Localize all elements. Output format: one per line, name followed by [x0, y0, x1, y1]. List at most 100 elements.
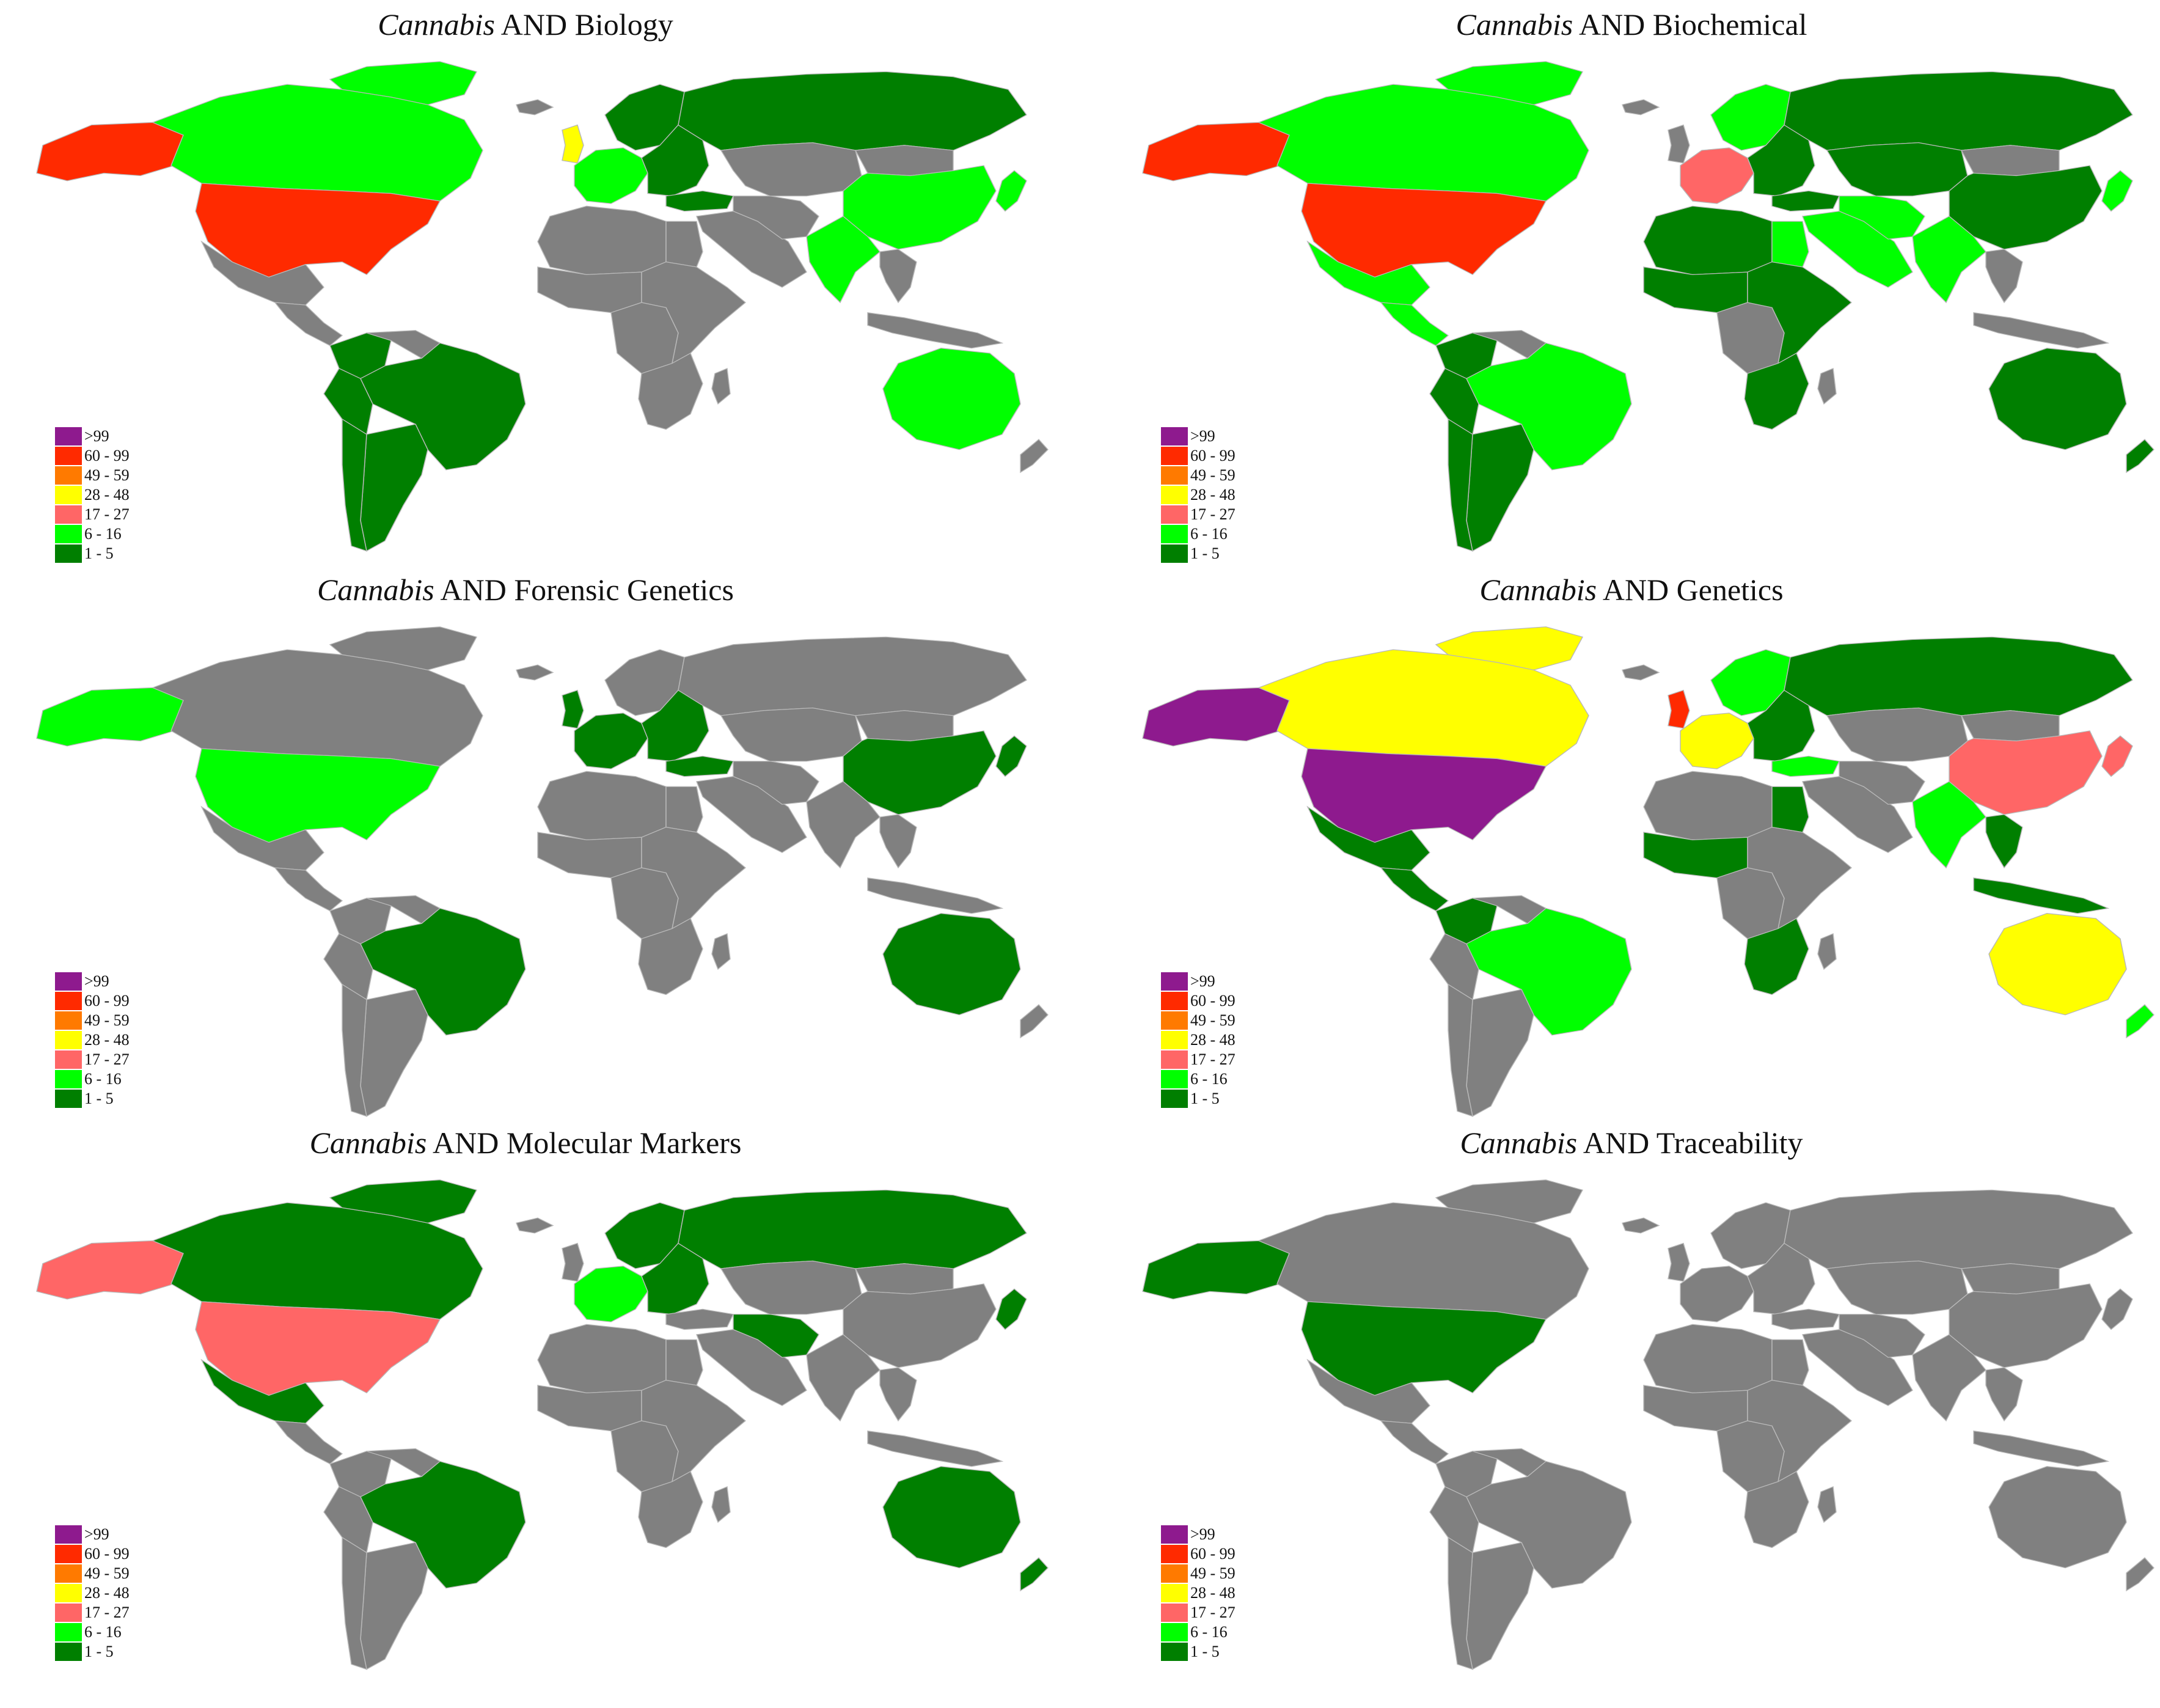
region-alaska	[1142, 1240, 1290, 1300]
region-alaska	[1142, 687, 1290, 747]
region-mexico	[200, 805, 324, 871]
region-eastern-europe	[641, 124, 709, 197]
region-canada	[152, 84, 483, 202]
legend-label: 49 - 59	[1190, 1011, 1236, 1029]
legend-label: 1 - 5	[1190, 544, 1220, 562]
legend-swatch	[1161, 1050, 1188, 1069]
legend-swatch	[1161, 486, 1188, 504]
title-genus: Cannabis	[1455, 7, 1573, 42]
region-japan	[2101, 735, 2133, 777]
region-canada	[152, 649, 483, 767]
map-panel: Cannabis AND Molecular Markers >99 60 - 99…	[0, 1124, 1051, 1674]
legend-label: 60 - 99	[1190, 447, 1236, 464]
title-topic: AND Traceability	[1577, 1126, 1803, 1160]
region-central-america	[1380, 867, 1449, 912]
legend-item: 6 - 16	[1161, 1069, 1236, 1089]
region-south-africa	[1744, 1471, 1809, 1549]
title-genus: Cannabis	[1479, 573, 1597, 607]
region-alaska	[36, 1240, 184, 1300]
legend-item: >99	[1161, 972, 1236, 991]
legend-label: 60 - 99	[84, 1545, 130, 1563]
region-chile	[342, 418, 367, 552]
legend-swatch	[1161, 1584, 1188, 1602]
world-map	[36, 61, 1049, 552]
region-central-africa	[610, 1420, 679, 1492]
legend-label: 60 - 99	[84, 447, 130, 464]
region-argentina	[360, 423, 428, 552]
title-genus: Cannabis	[309, 1126, 427, 1160]
region-australia	[1988, 913, 2127, 1016]
region-india	[806, 216, 880, 304]
legend-label: 17 - 27	[84, 1604, 130, 1621]
panel-title: Cannabis AND Biochemical	[1106, 6, 2157, 43]
region-central-asia	[1826, 1260, 1968, 1315]
world-map	[1142, 626, 2155, 1117]
region-central-america	[1380, 302, 1449, 346]
region-japan	[2101, 170, 2133, 212]
legend-swatch	[55, 466, 82, 485]
legend-swatch	[55, 1525, 82, 1544]
region-mexico	[200, 240, 324, 306]
legend-item: 17 - 27	[55, 1603, 130, 1622]
region-north-africa	[1643, 205, 1773, 275]
region-canada	[1258, 649, 1589, 767]
region-western-europe	[1680, 713, 1754, 769]
region-chile	[1448, 418, 1473, 552]
region-usa	[1301, 183, 1547, 278]
legend-swatch	[55, 447, 82, 465]
legend-item: 1 - 5	[1161, 1089, 1236, 1109]
region-north-africa	[537, 205, 667, 275]
legend-swatch	[1161, 505, 1188, 524]
legend-label: >99	[1190, 427, 1215, 445]
region-brazil	[1466, 342, 1632, 471]
legend-swatch	[1161, 427, 1188, 445]
region-russia	[1784, 1189, 2134, 1269]
legend: >99 60 - 99 49 - 59 28 - 48 17 - 27 6 - 16 1 -…	[55, 972, 130, 1109]
region-mongolia	[1960, 1263, 2060, 1295]
region-se-asia	[1985, 1367, 2023, 1422]
legend-swatch	[55, 1050, 82, 1069]
title-topic: AND Biochemical	[1573, 7, 1807, 42]
region-japan	[995, 735, 1027, 777]
region-usa	[195, 1301, 441, 1396]
panel-title: Cannabis AND Forensic Genetics	[0, 571, 1051, 608]
region-greenland	[329, 61, 478, 105]
legend-swatch	[1161, 1031, 1188, 1049]
legend-swatch	[55, 505, 82, 524]
region-north-africa	[1643, 1324, 1773, 1393]
region-argentina	[360, 1542, 428, 1670]
region-greenland	[329, 1179, 478, 1223]
region-se-asia	[879, 249, 917, 304]
region-mongolia	[1960, 710, 2060, 742]
legend-item: 28 - 48	[55, 1030, 130, 1050]
region-india	[806, 781, 880, 869]
region-canada	[1258, 1202, 1589, 1320]
legend-swatch	[1161, 972, 1188, 991]
title-genus: Cannabis	[1460, 1126, 1578, 1160]
region-western-europe	[574, 1266, 648, 1322]
region-turkey	[665, 190, 734, 212]
region-mongolia	[1960, 145, 2060, 177]
region-chile	[342, 1536, 367, 1670]
legend-label: 6 - 16	[1190, 525, 1228, 543]
region-iceland	[516, 664, 554, 681]
region-argentina	[360, 989, 428, 1117]
region-uk	[1668, 1242, 1690, 1282]
region-western-europe	[574, 147, 648, 204]
legend-swatch	[1161, 447, 1188, 465]
legend-item: 49 - 59	[55, 1564, 130, 1583]
legend-label: 1 - 5	[1190, 1090, 1220, 1107]
legend-swatch	[1161, 1011, 1188, 1030]
region-south-africa	[638, 1471, 703, 1549]
region-russia	[678, 1189, 1028, 1269]
region-central-africa	[1716, 302, 1785, 374]
legend-swatch	[55, 1070, 82, 1088]
legend-swatch	[55, 1545, 82, 1563]
region-central-africa	[1716, 1420, 1785, 1492]
region-india	[806, 1334, 880, 1422]
region-north-africa	[537, 1324, 667, 1393]
region-argentina	[1466, 423, 1534, 552]
region-se-asia	[879, 814, 917, 869]
region-north-africa	[1643, 771, 1773, 840]
legend-label: >99	[1190, 1525, 1215, 1543]
